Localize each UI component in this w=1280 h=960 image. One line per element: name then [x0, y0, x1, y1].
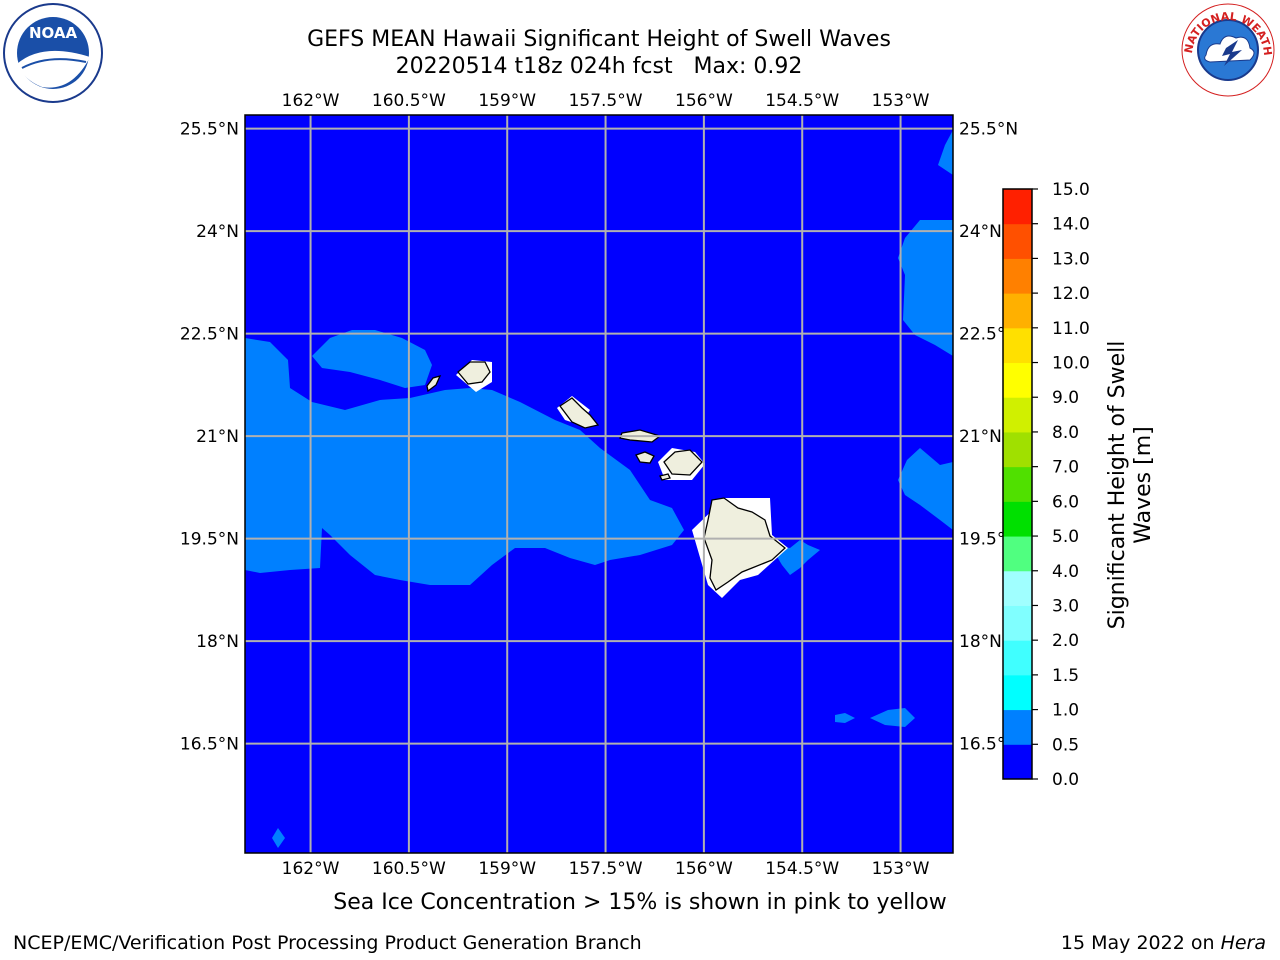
lat-tick-label-left: 22.5°N — [180, 325, 239, 345]
colorbar-segment — [1003, 605, 1032, 641]
colorbar-label-line2: Waves [m] — [1131, 426, 1156, 543]
colorbar-segment — [1003, 189, 1032, 225]
colorbar-segment — [1003, 327, 1032, 364]
lat-tick-label-left: 18°N — [196, 632, 239, 652]
colorbar-segment — [1003, 674, 1032, 711]
colorbar-segment — [1003, 223, 1032, 259]
colorbar-tick-label: 14.0 — [1052, 215, 1090, 235]
colorbar-tick-label: 8.0 — [1052, 423, 1079, 443]
lon-tick-label-top: 160.5°W — [372, 91, 446, 111]
sea-ice-caption: Sea Ice Concentration > 15% is shown in … — [333, 890, 947, 915]
colorbar-segment — [1003, 397, 1032, 433]
island-niihau — [426, 374, 442, 393]
colorbar-tick-label: 6.0 — [1052, 492, 1079, 512]
colorbar-tick-label: 13.0 — [1052, 249, 1090, 269]
swell-region-east — [898, 448, 953, 530]
footer-branch: NCEP/EMC/Verification Post Processing Pr… — [13, 932, 642, 954]
island-lanai — [635, 451, 655, 464]
lon-tick-label-top: 159°W — [478, 91, 536, 111]
map-area — [245, 115, 953, 853]
lon-tick-label-bottom: 160.5°W — [372, 859, 446, 879]
swell-region-sw — [272, 828, 285, 848]
chart-subtitle: 20220514 t18z 024h fcst Max: 0.92 — [395, 54, 803, 79]
swell-region-ne — [898, 220, 953, 356]
island-maui — [663, 449, 703, 476]
colorbar-segment — [1003, 570, 1032, 606]
colorbar-tick-label: 4.0 — [1052, 562, 1079, 582]
lon-tick-label-bottom: 159°W — [478, 859, 536, 879]
colorbar-segment — [1003, 431, 1032, 468]
footer-date: 15 May 2022 on Hera — [1061, 932, 1266, 954]
noaa-logo: NOAA — [2, 2, 104, 104]
colorbar-tick-label: 10.0 — [1052, 354, 1090, 374]
chart-title: GEFS MEAN Hawaii Significant Height of S… — [307, 27, 891, 52]
footer-machine: Hera — [1220, 932, 1266, 954]
lat-tick-label-left: 19.5°N — [180, 530, 239, 550]
island-kahoolawe — [659, 473, 671, 481]
map-frame — [244, 114, 954, 854]
colorbar-tick-label: 0.0 — [1052, 770, 1079, 790]
colorbar-frame — [1002, 188, 1033, 780]
colorbar-tick-label: 11.0 — [1052, 319, 1090, 339]
footer-date-text: 15 May 2022 on — [1060, 932, 1221, 954]
colorbar-segment — [1003, 501, 1032, 537]
colorbar-tick-label: 1.0 — [1052, 701, 1079, 721]
nws-logo: NATIONAL WEATHER SERVICE — [1174, 0, 1278, 100]
swell-region-main — [245, 338, 684, 585]
colorbar-segment — [1003, 466, 1032, 502]
lat-tick-label-right: 24°N — [959, 222, 1002, 242]
gridlines — [245, 115, 953, 853]
island-hawaii — [703, 497, 786, 591]
island-kauai — [457, 361, 491, 385]
lat-tick-label-left: 25.5°N — [180, 120, 239, 140]
colorbar-segment — [1003, 536, 1032, 572]
colorbar-label-line1: Significant Height of Swell — [1105, 341, 1130, 630]
colorbar-tick-label: 0.5 — [1052, 735, 1079, 755]
colorbar-tick-label: 15.0 — [1052, 180, 1090, 200]
lat-tick-label-right: 25.5°N — [959, 120, 1018, 140]
colorbar-tick-label: 7.0 — [1052, 458, 1079, 478]
swell-region-south-1 — [835, 713, 855, 723]
islands — [426, 361, 786, 591]
lon-tick-label-bottom: 154.5°W — [765, 859, 839, 879]
colorbar-segment — [1003, 640, 1032, 676]
lon-tick-label-top: 162°W — [282, 91, 340, 111]
colorbar-tick-label: 1.5 — [1052, 666, 1079, 686]
lon-tick-label-bottom: 157.5°W — [569, 859, 643, 879]
noaa-logo-text: NOAA — [29, 24, 78, 42]
colorbar-tick-label: 2.0 — [1052, 631, 1079, 651]
colorbar-segment — [1003, 362, 1032, 398]
lon-tick-label-bottom: 153°W — [872, 859, 930, 879]
colorbar-segment — [1003, 293, 1032, 329]
lon-tick-label-top: 156°W — [675, 91, 733, 111]
colorbar-segment — [1003, 709, 1032, 745]
swell-region-north — [312, 330, 432, 388]
swell-region-south-2 — [870, 708, 915, 727]
island-oahu — [559, 397, 600, 429]
colorbar-segment — [1003, 258, 1032, 294]
lat-tick-label-right: 18°N — [959, 632, 1002, 652]
colorbar-tick-label: 9.0 — [1052, 388, 1079, 408]
lon-tick-label-top: 154.5°W — [765, 91, 839, 111]
lon-tick-label-bottom: 156°W — [675, 859, 733, 879]
lon-tick-label-top: 157.5°W — [569, 91, 643, 111]
lat-tick-label-left: 24°N — [196, 222, 239, 242]
lat-tick-label-left: 21°N — [196, 427, 239, 447]
colorbar: 0.0 0.5 1.0 1.5 2.0 3.0 4.0 5.0 6.0 7.0 8.0 9.0 10.0… — [1002, 180, 1090, 790]
axis-labels: 162°W 162°W 160.5°W 160.5°W 159°W 159°W 157.5°… — [180, 91, 1018, 879]
colorbar-segment — [1003, 744, 1032, 780]
swell-region-ne-corner — [938, 130, 953, 175]
lat-tick-label-right: 21°N — [959, 427, 1002, 447]
lat-tick-label-left: 16.5°N — [180, 735, 239, 755]
colorbar-tick-label: 3.0 — [1052, 596, 1079, 616]
lon-tick-label-top: 153°W — [872, 91, 930, 111]
colorbar-tick-label: 12.0 — [1052, 284, 1090, 304]
colorbar-tick-label: 5.0 — [1052, 527, 1079, 547]
lon-tick-label-bottom: 162°W — [282, 859, 340, 879]
